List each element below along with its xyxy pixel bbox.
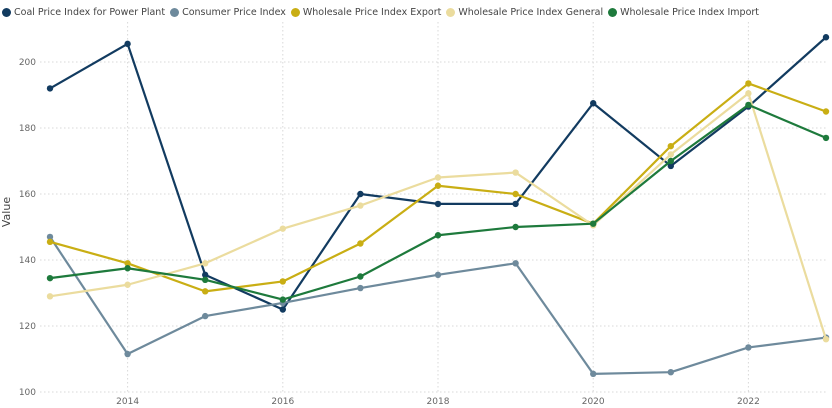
data-point[interactable]	[357, 273, 364, 280]
legend-marker-icon	[2, 7, 11, 17]
data-point[interactable]	[512, 190, 519, 198]
legend-marker-icon	[608, 7, 618, 17]
data-point[interactable]	[46, 293, 54, 300]
grid-lines	[40, 22, 826, 394]
data-point[interactable]	[667, 157, 674, 165]
data-point[interactable]	[434, 232, 442, 239]
chart-legend: Coal Price Index for Power Plant Consumer…	[2, 4, 764, 20]
data-point[interactable]	[124, 260, 131, 267]
legend-marker-icon	[290, 7, 300, 17]
data-point[interactable]	[357, 240, 364, 247]
data-point[interactable]	[512, 169, 519, 176]
series	[46, 233, 830, 378]
x-tick-label: 2014	[116, 397, 139, 407]
data-point[interactable]	[202, 312, 209, 320]
legend-label: Consumer Price Index	[182, 6, 286, 18]
data-point[interactable]	[512, 260, 519, 267]
data-point[interactable]	[46, 274, 54, 282]
legend-marker-icon	[446, 7, 456, 17]
data-point[interactable]	[822, 34, 830, 41]
data-point[interactable]	[279, 278, 286, 285]
data-point[interactable]	[667, 142, 674, 150]
x-tick-label: 2022	[737, 397, 760, 407]
data-point[interactable]	[590, 220, 597, 227]
data-point[interactable]	[590, 100, 597, 107]
y-tick-label: 160	[19, 190, 36, 200]
legend-item[interactable]: Wholesale Price Index Import	[608, 7, 759, 18]
data-point[interactable]	[357, 284, 364, 292]
legend-item[interactable]: Wholesale Price Index General	[446, 7, 603, 18]
series	[46, 101, 830, 303]
data-point[interactable]	[434, 182, 442, 189]
data-point[interactable]	[822, 108, 830, 115]
x-axis-ticks: 2014 2016 2018 2020 2022	[116, 397, 760, 407]
series	[46, 34, 830, 313]
data-point[interactable]	[434, 174, 442, 181]
data-point[interactable]	[202, 288, 209, 295]
data-point[interactable]	[434, 200, 442, 208]
x-tick-label: 2020	[582, 397, 605, 407]
data-point[interactable]	[667, 162, 674, 170]
legend-label: Wholesale Price Index General	[458, 6, 604, 18]
data-point[interactable]	[667, 369, 674, 376]
y-tick-label: 140	[19, 256, 36, 266]
data-point[interactable]	[124, 40, 131, 48]
y-tick-label: 120	[19, 322, 36, 332]
y-tick-label: 100	[19, 388, 36, 398]
legend-item[interactable]: Wholesale Price Index Export	[290, 6, 442, 18]
x-tick-label: 2016	[271, 397, 294, 407]
legend-label: Wholesale Price Index Import	[620, 6, 760, 18]
legend-item[interactable]: Coal Price Index for Power Plant	[2, 7, 165, 18]
data-point[interactable]	[202, 276, 209, 283]
data-point[interactable]	[202, 260, 209, 267]
data-point[interactable]	[745, 344, 752, 351]
data-point[interactable]	[279, 225, 286, 232]
data-point[interactable]	[124, 350, 131, 358]
data-point[interactable]	[46, 85, 54, 92]
series-group	[46, 34, 830, 378]
legend-label: Coal Price Index for Power Plant	[14, 6, 166, 18]
data-point[interactable]	[822, 336, 830, 343]
series-line[interactable]	[49, 236, 827, 375]
data-point[interactable]	[124, 281, 131, 288]
data-point[interactable]	[745, 90, 752, 97]
data-point[interactable]	[46, 238, 54, 246]
y-tick-label: 180	[19, 124, 36, 134]
legend-label: Wholesale Price Index Export	[302, 6, 442, 18]
legend-marker-icon	[170, 7, 180, 17]
data-point[interactable]	[512, 200, 519, 208]
data-point[interactable]	[46, 233, 54, 241]
y-axis-ticks: 100 120 140 160 180 200	[19, 58, 36, 398]
data-point[interactable]	[357, 202, 364, 209]
data-point[interactable]	[279, 296, 286, 303]
data-point[interactable]	[124, 265, 131, 272]
data-point[interactable]	[745, 101, 752, 109]
data-point[interactable]	[357, 190, 364, 198]
data-point[interactable]	[434, 271, 442, 279]
legend-item[interactable]: Consumer Price Index	[170, 7, 286, 18]
data-point[interactable]	[590, 370, 597, 378]
data-point[interactable]	[512, 223, 519, 231]
data-point[interactable]	[202, 271, 209, 279]
data-point[interactable]	[667, 151, 674, 158]
y-tick-label: 200	[19, 58, 36, 68]
data-point[interactable]	[745, 80, 752, 87]
y-axis-label: Value	[0, 197, 13, 227]
series	[46, 80, 830, 295]
data-point[interactable]	[279, 306, 286, 313]
data-point[interactable]	[822, 134, 830, 142]
x-tick-label: 2018	[427, 397, 450, 407]
